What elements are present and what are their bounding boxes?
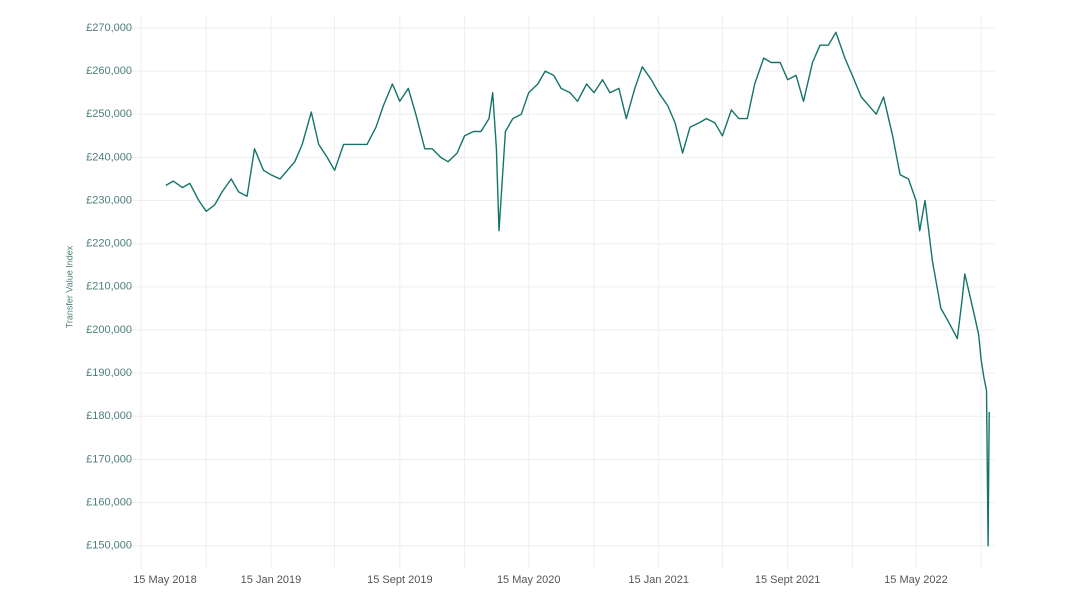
y-tick-label: £250,000 bbox=[86, 108, 132, 120]
y-tick-label: £240,000 bbox=[86, 151, 132, 163]
x-tick-label: 15 May 2020 bbox=[497, 574, 561, 586]
x-tick-label: 15 Jan 2019 bbox=[241, 574, 302, 586]
y-tick-label: £220,000 bbox=[86, 238, 132, 250]
y-tick-label: £270,000 bbox=[86, 22, 132, 34]
y-tick-label: £160,000 bbox=[86, 496, 132, 508]
x-tick-label: 15 May 2022 bbox=[884, 574, 948, 586]
x-tick-label: 15 Sept 2019 bbox=[367, 574, 432, 586]
y-tick-label: £200,000 bbox=[86, 324, 132, 336]
x-tick-label: 15 Sept 2021 bbox=[755, 574, 820, 586]
x-tick-label: 15 Jan 2021 bbox=[628, 574, 689, 586]
y-tick-label: £180,000 bbox=[86, 410, 132, 422]
line bbox=[165, 31, 990, 547]
y-tick-label: £170,000 bbox=[86, 453, 132, 465]
x-tick-label: 15 May 2018 bbox=[133, 574, 197, 586]
y-axis-label: Transfer Value Index bbox=[64, 245, 74, 328]
y-tick-label: £150,000 bbox=[86, 540, 132, 552]
y-tick-label: £210,000 bbox=[86, 281, 132, 293]
y-tick-label: £260,000 bbox=[86, 65, 132, 77]
y-tick-label: £190,000 bbox=[86, 367, 132, 379]
y-tick-label: £230,000 bbox=[86, 194, 132, 206]
